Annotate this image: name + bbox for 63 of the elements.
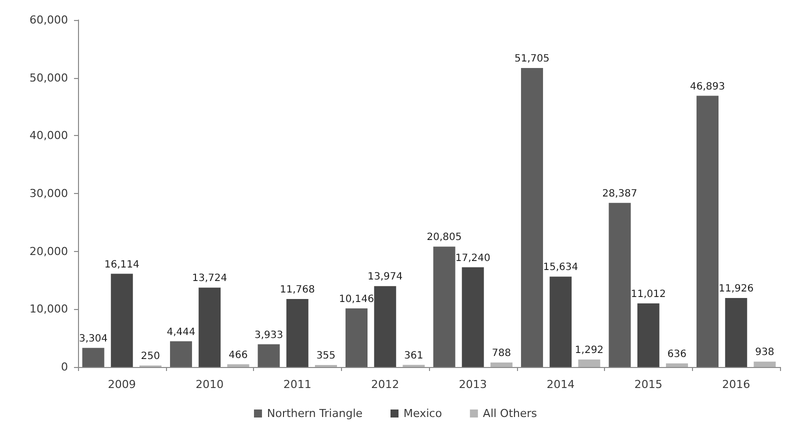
data-label: 10,146: [339, 294, 374, 305]
bar: [550, 276, 572, 367]
y-tick-label: 50,000: [30, 71, 68, 84]
x-tick-label: 2014: [546, 378, 575, 391]
data-label: 15,634: [543, 262, 578, 274]
bar: [608, 202, 631, 367]
bar: [374, 286, 396, 367]
bar: [346, 308, 368, 367]
data-label: 17,240: [455, 252, 490, 264]
x-tick-label: 2009: [108, 378, 136, 391]
bar: [725, 298, 748, 367]
bar: [433, 246, 456, 367]
y-tick-label: 40,000: [30, 129, 68, 142]
data-label: 250: [140, 351, 160, 362]
y-tick-label: 60,000: [30, 14, 68, 26]
data-label: 938: [755, 347, 774, 358]
data-label: 46,893: [690, 81, 726, 92]
bar: [286, 298, 308, 367]
data-label: 11,768: [280, 284, 315, 296]
legend-label: All Others: [482, 407, 538, 420]
bar: [258, 344, 280, 367]
data-label: 4,444: [166, 326, 196, 338]
bar: [521, 68, 544, 367]
y-tick-label: 20,000: [30, 244, 68, 258]
data-label: 3,933: [254, 330, 284, 341]
bar: [637, 303, 660, 367]
data-label: 28,387: [602, 188, 638, 200]
y-tick-label: 30,000: [30, 187, 68, 200]
data-label: 16,114: [104, 259, 140, 270]
x-tick-label: 2015: [634, 378, 662, 391]
data-label: 13,974: [368, 272, 403, 283]
bar: [696, 96, 719, 367]
data-label: 51,705: [514, 53, 550, 64]
data-label: 1,292: [574, 345, 604, 356]
data-label: 11,012: [630, 288, 666, 300]
bar: [227, 364, 250, 367]
bar: [170, 341, 192, 367]
x-tick-label: 2012: [371, 378, 400, 391]
data-label: 788: [492, 348, 512, 359]
bar: [490, 362, 512, 367]
data-label: 361: [404, 350, 424, 362]
data-label: 13,724: [192, 273, 228, 284]
x-tick-label: 2013: [458, 378, 487, 391]
bar: [666, 363, 688, 367]
data-label: 20,805: [426, 232, 462, 244]
x-tick-label: 2016: [722, 378, 750, 391]
bar: [82, 348, 104, 367]
data-label: 11,926: [718, 284, 754, 295]
bar: [198, 288, 221, 367]
x-tick-label: 2010: [196, 378, 224, 391]
bar: [110, 274, 133, 367]
legend-label: Mexico: [404, 407, 442, 420]
data-label: 466: [228, 350, 248, 361]
legend-label: Northern Triangle: [266, 407, 363, 420]
bar: [462, 267, 484, 367]
data-label: 355: [316, 350, 336, 362]
data-label: 636: [667, 348, 687, 360]
x-tick-label: 2011: [283, 378, 312, 391]
bar: [754, 362, 776, 367]
y-tick-label: 0: [61, 360, 68, 374]
data-label: 3,304: [78, 333, 108, 344]
y-tick-label: 10,000: [30, 302, 68, 316]
bar: [578, 360, 600, 367]
